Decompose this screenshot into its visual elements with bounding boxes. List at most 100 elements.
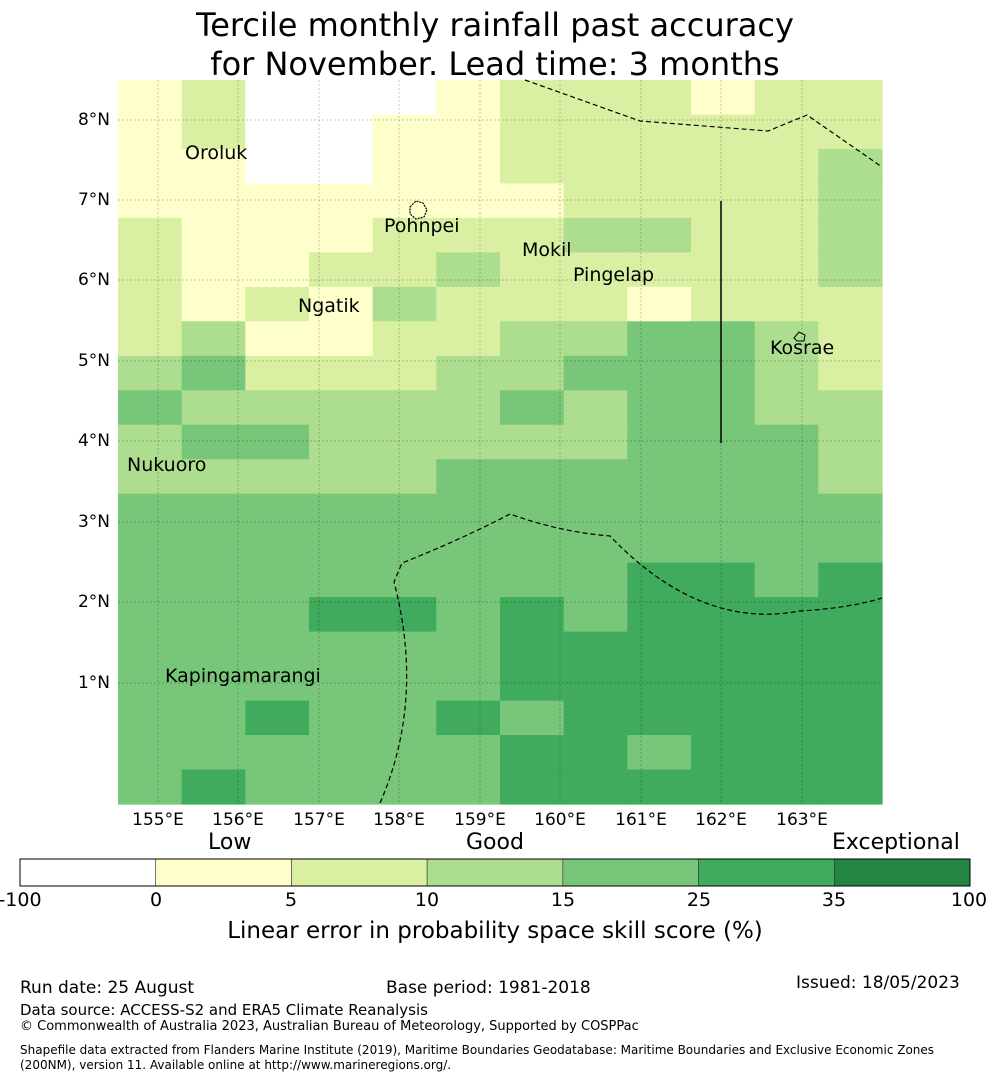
lon-tick-label: 163°E (776, 810, 828, 830)
skill-cell (372, 459, 437, 495)
skill-cell (309, 390, 374, 426)
skill-cell (500, 769, 565, 805)
skill-cell (118, 80, 183, 116)
skill-cell (754, 700, 819, 736)
skill-cell (309, 355, 374, 391)
lat-tick-label: 2°N (77, 592, 110, 612)
copyright: © Commonwealth of Australia 2023, Austra… (20, 1019, 639, 1034)
skill-cell (563, 148, 628, 185)
skill-cell (627, 597, 692, 633)
skill-cell (118, 700, 183, 736)
skill-cell (818, 355, 883, 391)
skill-cell (500, 562, 565, 598)
skill-cell (627, 148, 692, 185)
lon-tick-label: 162°E (695, 810, 747, 830)
skill-cell (436, 355, 501, 391)
skill-cell (627, 493, 692, 529)
skill-cell (691, 321, 756, 357)
skill-cell (500, 528, 565, 564)
colorbar-segment (698, 858, 835, 887)
skill-cell (818, 217, 883, 253)
colorbar-tick-label: 25 (686, 889, 712, 911)
skill-cell (500, 183, 565, 219)
skill-cell (754, 252, 819, 288)
skill-cell (436, 148, 501, 185)
skill-cell (691, 217, 756, 253)
skill-cell (818, 493, 883, 529)
skill-cell (754, 321, 819, 357)
skill-cell (627, 459, 692, 495)
skill-cell (436, 597, 501, 633)
skill-cell (118, 390, 183, 426)
skill-cell (181, 631, 246, 667)
run-date: Run date: 25 August (20, 978, 194, 998)
skill-cell (754, 631, 819, 667)
skill-cell (754, 390, 819, 426)
skill-cell (500, 631, 565, 667)
skill-cell (500, 217, 565, 253)
skill-cell (245, 390, 310, 426)
skill-cell (181, 700, 246, 736)
place-label-kosrae: Kosrae (770, 337, 835, 359)
skill-cell (245, 631, 310, 667)
base-period: Base period: 1981-2018 (386, 978, 591, 998)
lat-tick-label: 7°N (77, 190, 110, 210)
skill-cell (818, 631, 883, 667)
skill-cell (245, 459, 310, 495)
skill-cell (181, 597, 246, 633)
skill-cell (691, 700, 756, 736)
skill-cell (372, 80, 437, 116)
skill-cell (818, 252, 883, 288)
skill-cell (627, 631, 692, 667)
skill-cell (181, 321, 246, 357)
kosrae-island-outline (793, 331, 806, 342)
lon-tick-label: 159°E (454, 810, 506, 830)
skill-cell (754, 562, 819, 598)
skill-cell (181, 528, 246, 564)
skill-cell (309, 217, 374, 253)
lat-tick-label: 1°N (77, 673, 110, 693)
data-source: Data source: ACCESS-S2 and ERA5 Climate … (20, 1001, 428, 1019)
skill-cell (563, 493, 628, 529)
skill-cell (118, 562, 183, 598)
skill-cell (563, 217, 628, 253)
skill-cell (500, 355, 565, 391)
skill-cell (181, 666, 246, 702)
skill-cell (118, 217, 183, 253)
skill-cell (372, 183, 437, 219)
skill-cell (181, 355, 246, 391)
skill-cell (818, 459, 883, 495)
colorbar-tick-label: 100 (950, 889, 988, 911)
skill-cell (118, 597, 183, 633)
colorbar-tick-label: 35 (821, 889, 847, 911)
skill-cell (372, 148, 437, 185)
skill-cell (627, 769, 692, 805)
skill-cell (309, 493, 374, 529)
skill-cell (754, 735, 819, 771)
skill-cell (372, 769, 437, 805)
skill-cell (754, 528, 819, 564)
skill-cell (818, 597, 883, 633)
skill-cell (627, 217, 692, 253)
skill-cell (245, 735, 310, 771)
skill-cell (691, 666, 756, 702)
skill-cell (691, 631, 756, 667)
skill-cell (309, 769, 374, 805)
skill-cell (500, 459, 565, 495)
skill-cell (691, 493, 756, 529)
skill-cell (181, 562, 246, 598)
skill-cell (563, 286, 628, 322)
skill-cell (563, 321, 628, 357)
skill-cell (436, 321, 501, 357)
skill-cell (500, 597, 565, 633)
skill-cell (309, 183, 374, 219)
skill-cell (181, 390, 246, 426)
skill-cell (372, 562, 437, 598)
map-title-line1: Tercile monthly rainfall past accuracy (196, 6, 794, 44)
skill-cell (563, 390, 628, 426)
skill-cell (627, 666, 692, 702)
skill-cell (245, 183, 310, 219)
skill-cell (754, 666, 819, 702)
skill-cell (754, 459, 819, 495)
skill-cell (372, 735, 437, 771)
